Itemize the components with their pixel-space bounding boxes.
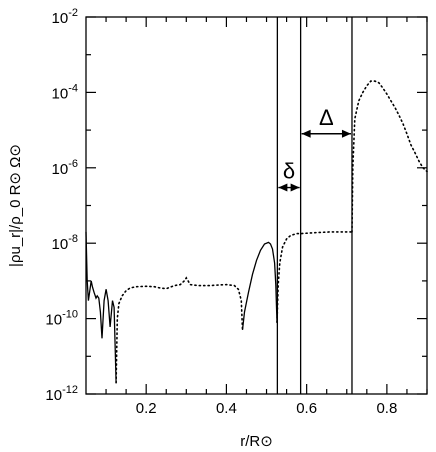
tick-labels: 0.2 0.4 0.6 0.8 10-12 10-10 10-8 10-6 10-4 10-2 xyxy=(45,7,397,417)
series-solid-line-2 xyxy=(241,241,278,330)
annotation-label-1: δ xyxy=(283,159,295,184)
x-tick-label-3: 0.6 xyxy=(296,400,317,417)
y-tick-label-5: 10-4 xyxy=(52,82,78,102)
y-tick-label-1: 10-12 xyxy=(45,384,78,404)
annotation-arrow-1: δ xyxy=(278,159,300,192)
x-tick-label-4: 0.8 xyxy=(376,400,397,417)
series-dotted-line-2 xyxy=(276,231,353,324)
y-tick-label-4: 10-6 xyxy=(52,158,78,178)
annotation-label-2: Δ xyxy=(319,105,334,130)
x-tick-label-1: 0.2 xyxy=(136,400,157,417)
plot-lines xyxy=(85,80,428,384)
y-tick-label-3: 10-8 xyxy=(52,233,78,253)
series-dotted-line-1 xyxy=(115,276,244,384)
x-tick-label-2: 0.4 xyxy=(216,400,237,417)
annotation-arrow-2: Δ xyxy=(301,105,351,138)
y-axis-label: |ρu_r|/ρ_0 R⊙ Ω⊙ xyxy=(7,144,24,267)
ticks xyxy=(86,16,428,395)
vertical-lines xyxy=(276,17,353,394)
series-dotted-line-3 xyxy=(351,80,428,233)
plot-frame xyxy=(85,16,428,395)
series-solid-line-1 xyxy=(85,231,117,383)
y-tick-label-2: 10-10 xyxy=(45,309,78,329)
x-axis-label: r/R⊙ xyxy=(240,433,273,450)
annotations: δΔ xyxy=(278,105,351,192)
y-tick-label-6: 10-2 xyxy=(52,7,78,27)
